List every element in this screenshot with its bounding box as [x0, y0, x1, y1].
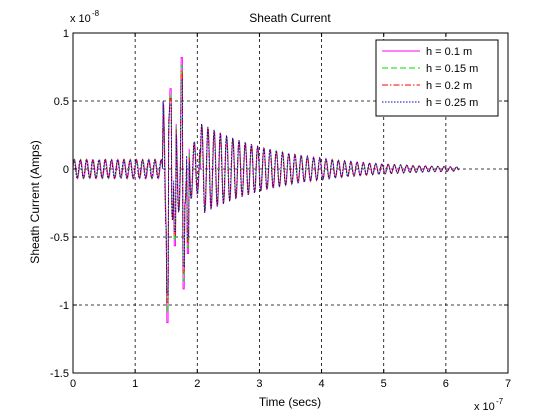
y-axis-label: Sheath Current (Amps): [28, 140, 42, 263]
x-tick-label: 7: [505, 378, 511, 390]
legend-box: [375, 39, 499, 117]
x-tick-label: 6: [443, 378, 449, 390]
legend-entry: h = 0.15 m: [426, 63, 478, 75]
x-tick-label: 2: [194, 378, 200, 390]
x-tick-label: 5: [381, 378, 387, 390]
y-tick-label: -1.5: [50, 368, 69, 380]
y-tick-label: -1: [59, 300, 69, 312]
series-lines: [72, 57, 460, 324]
y-tick-label: 0: [63, 164, 69, 176]
x-tick-label: 4: [319, 378, 325, 390]
legend: h = 0.1 m h = 0.15 m h = 0.2 m h = 0.25 m: [375, 39, 499, 117]
y-tick-label: -0.5: [50, 232, 69, 244]
x-tick-label: 3: [256, 378, 262, 390]
x-tick-label: 1: [132, 378, 138, 390]
x-exponent: x 10 -7: [474, 397, 504, 413]
plot-frame: [72, 32, 509, 374]
series-line-2: [72, 70, 460, 303]
x-exponent-power: -7: [496, 397, 504, 406]
y-tick-label: 1: [63, 28, 69, 40]
legend-entry: h = 0.25 m: [426, 97, 478, 109]
axis-ticks: 0 1 2 3 4 5 6 7 -1.5 -1 -0.5 0 0.5 1: [50, 28, 511, 390]
y-exponent: x 10 -8: [70, 9, 100, 25]
series-line-3: [72, 78, 460, 295]
x-exponent-base: x 10: [474, 401, 495, 413]
y-exponent-power: -8: [92, 9, 100, 18]
y-tick-label: 0.5: [54, 96, 69, 108]
chart-title: Sheath Current: [249, 11, 331, 25]
y-exponent-base: x 10: [70, 13, 91, 25]
legend-entry: h = 0.1 m: [426, 46, 472, 58]
x-axis-label: Time (secs): [259, 395, 321, 409]
x-tick-label: 0: [70, 378, 76, 390]
legend-entry: h = 0.2 m: [426, 80, 472, 92]
